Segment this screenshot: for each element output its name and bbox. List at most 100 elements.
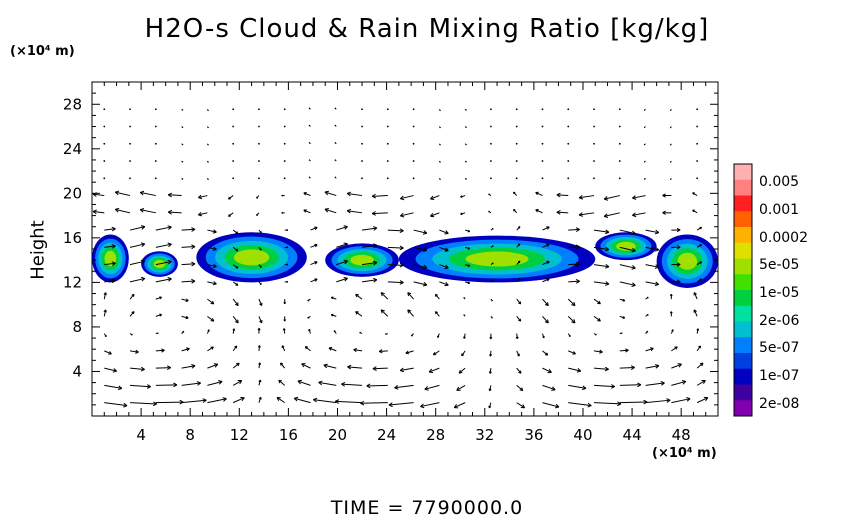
wind-vector-head	[444, 264, 449, 270]
y-tick-label: 28	[63, 95, 82, 113]
wind-vector	[593, 108, 595, 111]
wind-vector-head	[676, 262, 681, 267]
wind-vector	[280, 362, 286, 369]
wind-vector	[405, 350, 414, 354]
wind-vector-head	[692, 209, 695, 213]
wind-vector-head	[335, 399, 340, 404]
wind-vector	[593, 350, 603, 353]
wind-vector-head	[605, 246, 610, 252]
wind-vector-head	[131, 311, 135, 315]
wind-vector	[541, 160, 544, 162]
wind-vector-head	[430, 195, 435, 200]
wind-vector	[258, 298, 263, 306]
wind-vector	[567, 125, 570, 128]
wind-vector-head	[104, 335, 107, 338]
wind-vector-head	[699, 261, 703, 264]
y-tick: 4	[72, 362, 718, 380]
chart-title: H2O-s Cloud & Rain Mixing Ratio [kg/kg]	[144, 14, 710, 44]
wind-vector	[283, 125, 286, 128]
wind-vector-head	[334, 142, 336, 144]
wind-vector	[361, 160, 363, 162]
wind-vector	[413, 246, 428, 251]
wind-vector-head	[488, 371, 492, 374]
wind-vector	[372, 212, 388, 215]
wind-vector-head	[280, 362, 284, 366]
wind-vector	[407, 292, 414, 300]
wind-vector-head	[518, 301, 522, 305]
wind-vector	[556, 194, 569, 197]
wind-vector-head	[360, 400, 365, 406]
wind-vector	[568, 263, 580, 266]
wind-vector-head	[463, 336, 466, 339]
wind-vector-head	[467, 247, 471, 250]
wind-vector	[696, 177, 699, 180]
wind-vector	[567, 298, 576, 306]
wind-vector	[693, 292, 698, 300]
wind-vector	[283, 142, 286, 145]
wind-vector	[619, 401, 648, 404]
wind-vector	[556, 211, 569, 214]
wind-vector-head	[380, 292, 385, 297]
wind-vector-head	[108, 351, 112, 355]
wind-vector-head	[699, 362, 704, 367]
wind-vector-head	[235, 283, 239, 286]
wind-vector-head	[191, 244, 196, 250]
wind-vector-head	[422, 230, 428, 235]
wind-vector	[542, 226, 550, 231]
wind-vector	[567, 160, 570, 162]
wind-vector-head	[353, 347, 357, 353]
cloud-blob	[398, 235, 596, 283]
wind-vector	[645, 347, 654, 352]
wind-vector	[568, 402, 592, 407]
x-tick: 40	[573, 82, 593, 444]
wind-vector-head	[439, 109, 441, 112]
wind-vector-head	[546, 260, 550, 265]
wind-vector-head	[556, 192, 561, 198]
wind-vector-head	[123, 402, 128, 408]
wind-vector-head	[259, 320, 263, 324]
x-tick-label: 40	[573, 426, 592, 444]
wind-vector	[103, 108, 106, 111]
wind-vector-head	[140, 366, 145, 372]
wind-vector	[154, 160, 157, 162]
wind-vector	[593, 142, 595, 145]
wind-vector-head	[465, 178, 467, 180]
y-tick: 16	[63, 229, 718, 247]
wind-vector-head	[535, 209, 539, 213]
wind-vector	[490, 142, 492, 145]
wind-vector-head	[582, 385, 587, 391]
wind-vector	[387, 264, 404, 266]
wind-vector	[542, 350, 549, 356]
wind-vector-head	[681, 380, 687, 385]
wind-vector-head	[669, 161, 672, 163]
wind-vector	[490, 177, 492, 180]
wind-vector	[454, 402, 466, 409]
cloud-contour	[350, 254, 374, 266]
y-tick-label: 4	[72, 362, 82, 380]
wind-vector-head	[517, 277, 521, 281]
wind-vector-head	[460, 212, 463, 216]
wind-vector-head	[286, 229, 289, 232]
wind-vector-head	[240, 396, 245, 402]
wind-vector	[516, 385, 524, 391]
wind-vector	[155, 384, 177, 386]
wind-vector-head	[308, 107, 311, 109]
wind-vector-head	[167, 192, 173, 198]
wind-vector	[104, 279, 116, 283]
wind-vector	[671, 346, 678, 352]
wind-vector-head	[646, 313, 649, 316]
wind-vector-head	[212, 229, 217, 234]
wind-vector	[671, 363, 682, 369]
wind-vector-head	[467, 264, 471, 267]
wind-vector	[567, 142, 570, 145]
wind-vector	[232, 380, 243, 386]
wind-vector-head	[439, 144, 441, 146]
wind-vector-head	[696, 328, 700, 331]
wind-vector	[542, 367, 552, 373]
colorbar-swatch	[734, 274, 752, 291]
wind-vector	[355, 293, 363, 300]
wind-vector	[155, 401, 184, 404]
wind-vector	[541, 177, 544, 180]
wind-vector-head	[422, 264, 428, 270]
wind-vector-head	[235, 248, 239, 252]
